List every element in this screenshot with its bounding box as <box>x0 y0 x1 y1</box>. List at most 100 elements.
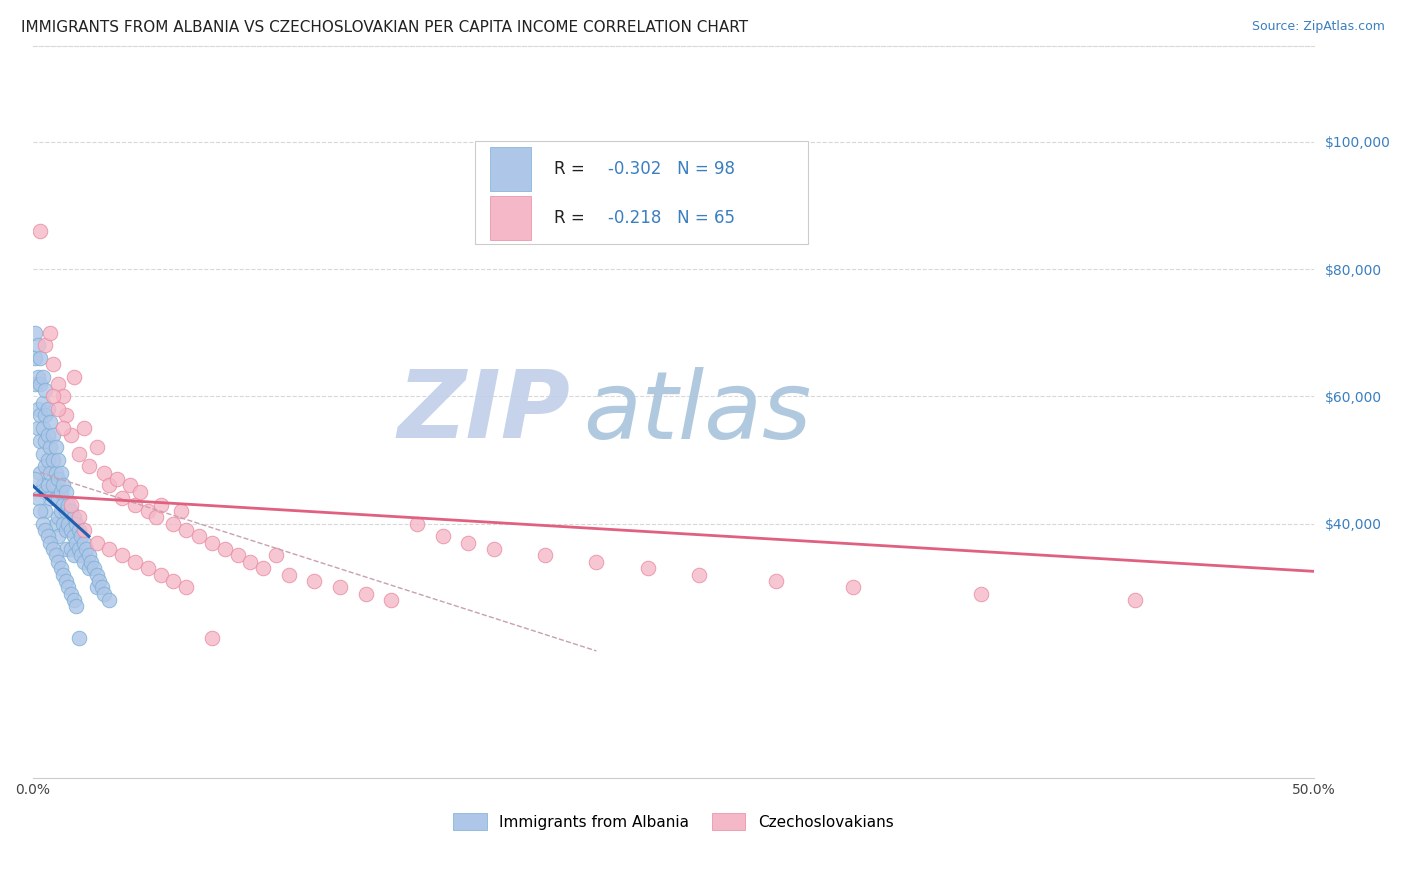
Point <box>129 484 152 499</box>
Point <box>39 491 62 505</box>
Point <box>62 593 84 607</box>
Point <box>304 574 326 588</box>
Text: -0.218   N = 65: -0.218 N = 65 <box>607 210 735 227</box>
Point <box>42 358 65 372</box>
Point <box>27 402 49 417</box>
Point <box>52 567 75 582</box>
Point <box>73 555 96 569</box>
Point <box>34 338 56 352</box>
Point <box>30 409 52 423</box>
Point <box>45 491 67 505</box>
Point <box>45 549 67 563</box>
Point <box>77 561 100 575</box>
Point <box>688 567 710 582</box>
Point <box>42 389 65 403</box>
Point <box>62 510 84 524</box>
Point <box>93 587 115 601</box>
Point <box>118 478 141 492</box>
Point <box>62 370 84 384</box>
Point <box>73 523 96 537</box>
Text: Source: ZipAtlas.com: Source: ZipAtlas.com <box>1251 20 1385 33</box>
Point <box>201 631 224 645</box>
Point <box>59 498 82 512</box>
Point <box>65 516 87 531</box>
Point <box>34 459 56 474</box>
Point <box>24 376 46 391</box>
Point <box>24 351 46 365</box>
Point <box>380 593 402 607</box>
Point <box>841 580 863 594</box>
Text: -0.302   N = 98: -0.302 N = 98 <box>607 161 735 178</box>
Point <box>39 440 62 454</box>
Point <box>70 529 93 543</box>
Point <box>37 478 59 492</box>
Point <box>354 587 377 601</box>
Bar <box>491 147 531 191</box>
Point <box>46 529 69 543</box>
Point <box>98 593 121 607</box>
Point <box>67 542 90 557</box>
Text: R =: R = <box>554 210 591 227</box>
Point <box>27 338 49 352</box>
Point <box>34 409 56 423</box>
Point <box>46 491 69 505</box>
Point <box>39 535 62 549</box>
Point <box>93 466 115 480</box>
Point <box>62 549 84 563</box>
Point <box>1123 593 1146 607</box>
Point <box>45 440 67 454</box>
Point <box>226 549 249 563</box>
Text: ZIP: ZIP <box>398 367 571 458</box>
Point <box>970 587 993 601</box>
Point <box>145 510 167 524</box>
Point <box>55 523 77 537</box>
Point <box>31 421 53 435</box>
Point <box>162 574 184 588</box>
Point <box>42 427 65 442</box>
Point <box>75 542 97 557</box>
Point <box>86 567 108 582</box>
Point <box>46 453 69 467</box>
Point <box>27 421 49 435</box>
Point <box>58 516 80 531</box>
Point <box>55 409 77 423</box>
Point <box>34 504 56 518</box>
Point <box>86 580 108 594</box>
Point <box>149 498 172 512</box>
Point <box>30 504 52 518</box>
Point <box>31 447 53 461</box>
Point <box>59 542 82 557</box>
Point <box>49 466 72 480</box>
Point <box>37 529 59 543</box>
Point <box>89 574 111 588</box>
Point <box>39 415 62 429</box>
Point <box>111 549 134 563</box>
Point <box>329 580 352 594</box>
FancyBboxPatch shape <box>475 141 808 244</box>
Point <box>174 580 197 594</box>
Point <box>59 523 82 537</box>
Point <box>73 421 96 435</box>
Point <box>37 453 59 467</box>
Point <box>31 478 53 492</box>
Point <box>52 421 75 435</box>
Point <box>98 542 121 557</box>
Point <box>174 523 197 537</box>
Point <box>39 466 62 480</box>
Text: atlas: atlas <box>583 367 811 458</box>
Point <box>24 472 46 486</box>
Point <box>432 529 454 543</box>
Point <box>124 498 146 512</box>
Point <box>55 542 77 557</box>
Point <box>83 561 105 575</box>
Point <box>67 510 90 524</box>
Point <box>59 587 82 601</box>
Point <box>39 326 62 340</box>
Point <box>42 478 65 492</box>
Point <box>252 561 274 575</box>
Point <box>86 440 108 454</box>
Point <box>59 504 82 518</box>
Point <box>49 561 72 575</box>
Bar <box>491 196 531 240</box>
Point <box>77 459 100 474</box>
